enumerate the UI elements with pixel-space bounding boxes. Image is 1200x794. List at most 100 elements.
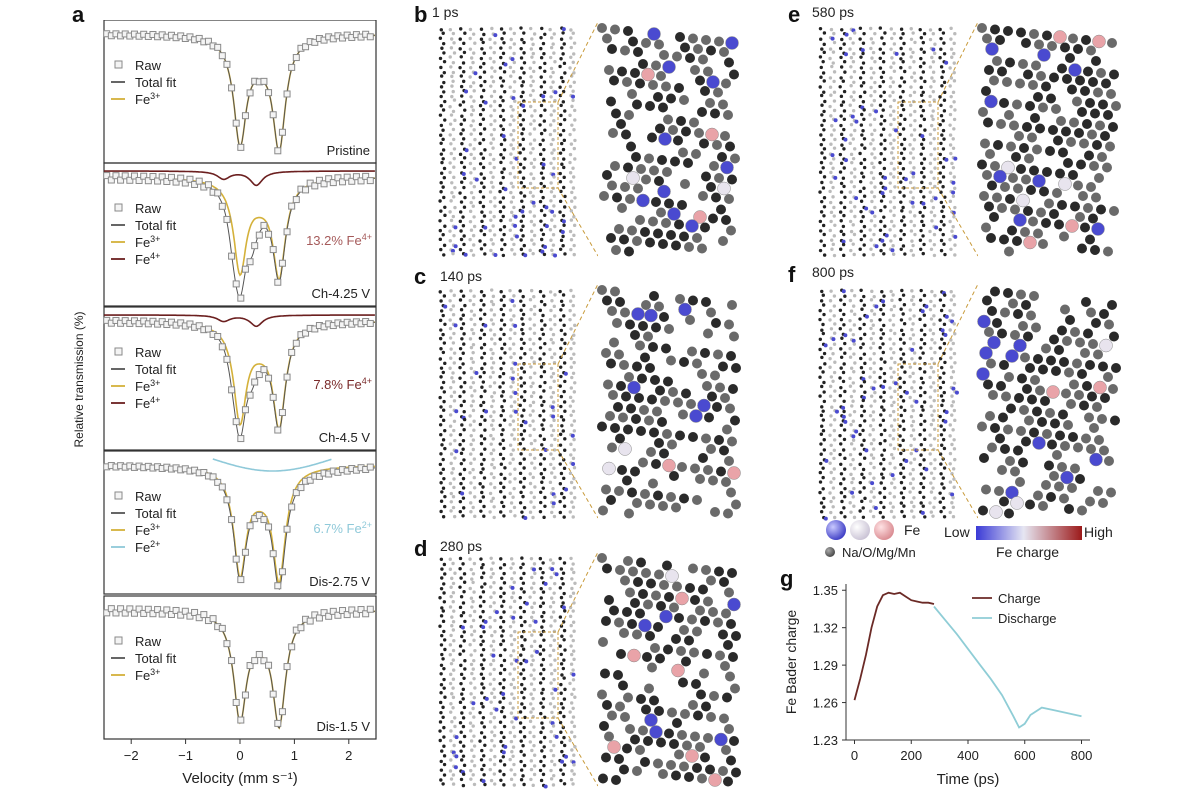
raw-data-marker bbox=[269, 246, 277, 254]
raw-data-marker bbox=[246, 662, 254, 670]
raw-data-marker bbox=[269, 393, 277, 401]
raw-data-marker bbox=[260, 366, 268, 374]
raw-data-marker bbox=[334, 174, 342, 182]
fe-high-atom-icon bbox=[874, 520, 894, 540]
raw-data-marker bbox=[283, 373, 291, 381]
legend-label: Fe2+ bbox=[135, 539, 160, 555]
snapshot-time-c: 140 ps bbox=[440, 268, 483, 284]
md-snapshot-1ps bbox=[438, 21, 740, 258]
raw-data-marker bbox=[144, 177, 152, 185]
fraction-annotation: 7.8% Fe4+ bbox=[313, 376, 372, 392]
raw-data-marker bbox=[117, 176, 125, 184]
atom-slab bbox=[818, 288, 959, 521]
raw-data-marker bbox=[329, 179, 337, 187]
x-tick-label: 1 bbox=[291, 748, 298, 763]
raw-data-marker bbox=[186, 612, 194, 620]
raw-data-marker bbox=[343, 611, 351, 619]
raw-data-marker bbox=[223, 496, 231, 504]
raw-data-marker bbox=[288, 63, 296, 71]
raw-data-marker bbox=[315, 176, 323, 184]
raw-data-marker bbox=[278, 568, 286, 576]
legend-label: Raw bbox=[135, 489, 162, 504]
legend-label: Fe3+ bbox=[135, 378, 160, 394]
raw-data-marker bbox=[140, 172, 148, 180]
raw-data-marker bbox=[163, 606, 171, 614]
raw-data-marker bbox=[241, 112, 249, 120]
x-tick-label: 600 bbox=[1014, 748, 1036, 763]
charge-scale-high: High bbox=[1084, 524, 1113, 540]
raw-data-marker bbox=[228, 516, 236, 524]
raw-data-marker bbox=[260, 221, 268, 229]
raw-data-marker bbox=[112, 609, 120, 617]
raw-data-marker bbox=[237, 716, 245, 724]
y-tick-label: 1.35 bbox=[813, 583, 838, 598]
legend-raw-marker bbox=[114, 60, 123, 69]
raw-data-marker bbox=[228, 252, 236, 260]
legend-label: Charge bbox=[998, 591, 1041, 606]
x-tick-label: 400 bbox=[957, 748, 979, 763]
raw-data-marker bbox=[218, 52, 226, 60]
zoom-leader-line bbox=[557, 717, 599, 787]
legend-label: Total fit bbox=[135, 651, 177, 666]
other-atom-icon bbox=[825, 547, 835, 557]
zoom-leader-line bbox=[937, 21, 979, 103]
zoomed-atoms bbox=[977, 22, 1121, 257]
state-label: Ch-4.25 V bbox=[311, 286, 370, 301]
raw-data-marker bbox=[352, 610, 360, 618]
legend-label: Fe3+ bbox=[135, 234, 160, 250]
mossbauer-ylabel: Relative transmission (%) bbox=[72, 311, 86, 447]
series-line-charge bbox=[853, 591, 935, 701]
fe2-fit-line bbox=[212, 458, 332, 472]
zoom-leader-line bbox=[937, 283, 979, 365]
raw-data-marker bbox=[274, 147, 282, 155]
raw-data-marker bbox=[237, 576, 245, 584]
state-label: Ch-4.5 V bbox=[319, 430, 371, 445]
raw-data-marker bbox=[297, 484, 305, 492]
x-tick-label: −2 bbox=[124, 748, 139, 763]
raw-data-marker bbox=[283, 90, 291, 98]
raw-data-marker bbox=[209, 473, 217, 481]
raw-data-marker bbox=[117, 605, 125, 613]
zoom-leader-line bbox=[557, 551, 599, 633]
fraction-annotation: 6.7% Fe2+ bbox=[313, 520, 372, 536]
raw-data-marker bbox=[140, 609, 148, 617]
zoom-leader-line bbox=[937, 187, 979, 257]
snapshot-time-b: 1 ps bbox=[432, 4, 459, 20]
raw-data-marker bbox=[172, 606, 180, 614]
zoom-region-box bbox=[517, 363, 559, 451]
raw-data-marker bbox=[121, 172, 129, 180]
raw-data-marker bbox=[288, 643, 296, 651]
raw-data-marker bbox=[130, 172, 138, 180]
fe4-fit-line bbox=[104, 170, 375, 187]
raw-data-marker bbox=[260, 657, 268, 665]
raw-data-marker bbox=[223, 215, 231, 223]
fe-legend-label: Fe bbox=[904, 522, 921, 538]
raw-data-marker bbox=[103, 172, 111, 180]
other-atoms-label: Na/O/Mg/Mn bbox=[842, 545, 916, 560]
raw-data-marker bbox=[163, 177, 171, 185]
raw-data-marker bbox=[362, 610, 370, 618]
bader-charge-chart: 1.23 1.26 1.29 1.32 1.35 0 200 400 600 800 Fe Bade… bbox=[783, 583, 1092, 788]
raw-data-marker bbox=[325, 612, 333, 620]
raw-data-marker bbox=[246, 522, 254, 530]
md-snapshot-800ps bbox=[818, 283, 1121, 521]
raw-data-marker bbox=[181, 179, 189, 187]
raw-data-marker bbox=[251, 242, 259, 250]
raw-data-marker bbox=[167, 173, 175, 181]
chart-xlabel: Time (ps) bbox=[937, 771, 1000, 788]
mossbauer-xlabel: Velocity (mm s⁻¹) bbox=[182, 770, 297, 787]
raw-data-marker bbox=[241, 548, 249, 556]
legend-label: Total fit bbox=[135, 75, 177, 90]
legend-label: Fe3+ bbox=[135, 667, 160, 683]
raw-data-marker bbox=[320, 609, 328, 617]
raw-data-marker bbox=[366, 319, 374, 327]
raw-data-marker bbox=[218, 202, 226, 210]
raw-data-marker bbox=[292, 54, 300, 62]
raw-data-marker bbox=[223, 640, 231, 648]
raw-data-marker bbox=[306, 617, 314, 625]
panel-label-d: d bbox=[414, 536, 428, 561]
raw-data-marker bbox=[348, 606, 356, 614]
